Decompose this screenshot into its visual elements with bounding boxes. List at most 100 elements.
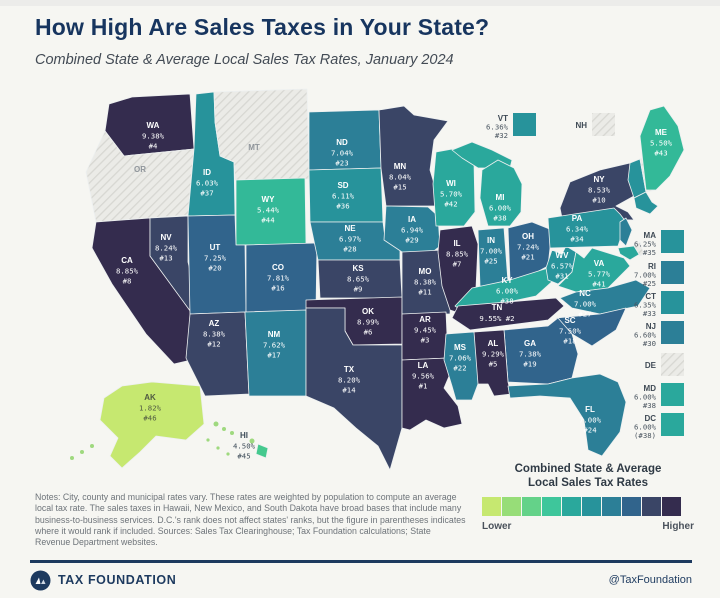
tax-foundation-logo-icon bbox=[30, 570, 51, 590]
swatch-ri bbox=[661, 261, 684, 284]
state-label: 9.29% bbox=[482, 350, 505, 359]
state-label: 8.04% bbox=[389, 173, 412, 182]
state-ma bbox=[633, 191, 659, 215]
state-label: 7.00% bbox=[574, 300, 597, 309]
state-label: #16 bbox=[271, 284, 284, 293]
state-label: AZ bbox=[209, 319, 220, 328]
state-label: 7.00% bbox=[634, 271, 657, 280]
state-label: #12 bbox=[207, 340, 220, 349]
state-label: #38 bbox=[643, 401, 656, 410]
top-bar bbox=[0, 0, 720, 6]
state-label: 6.00% bbox=[634, 393, 657, 402]
state-label: TX bbox=[344, 365, 355, 374]
state-label: 7.00% bbox=[480, 247, 503, 256]
state-label: MS bbox=[454, 343, 467, 352]
legend-swatch bbox=[542, 496, 562, 516]
state-label: 6.11% bbox=[332, 192, 355, 201]
state-label: WA bbox=[147, 121, 160, 130]
state-mi bbox=[479, 159, 523, 227]
state-label: TN bbox=[492, 303, 503, 312]
footer-divider bbox=[30, 560, 692, 563]
twitter-handle: @TaxFoundation bbox=[608, 574, 692, 586]
state-label: #41 bbox=[592, 280, 605, 289]
state-label: 6.00% bbox=[489, 204, 512, 213]
state-label: 8.24% bbox=[155, 244, 178, 253]
state-label: 1.82% bbox=[139, 404, 162, 413]
state-nc bbox=[559, 279, 651, 315]
state-label: 6.34% bbox=[566, 225, 589, 234]
state-label: #37 bbox=[200, 189, 213, 198]
state-label: 7.06% bbox=[449, 354, 472, 363]
state-label: 6.94% bbox=[401, 226, 424, 235]
state-az bbox=[185, 311, 250, 397]
state-label: #23 bbox=[335, 159, 348, 168]
state-label: #11 bbox=[418, 288, 431, 297]
state-label: #42 bbox=[444, 200, 457, 209]
state-label: NJ bbox=[646, 322, 656, 331]
state-label: UT bbox=[210, 243, 221, 252]
legend: Combined State & Average Local Sales Tax… bbox=[482, 462, 694, 532]
state-label: OH bbox=[522, 232, 534, 241]
island-dot bbox=[206, 438, 210, 442]
state-label: #15 bbox=[393, 183, 406, 192]
state-label: SC bbox=[564, 316, 575, 325]
state-label: 7.62% bbox=[263, 341, 286, 350]
state-label: 6.97% bbox=[339, 235, 362, 244]
state-ia bbox=[383, 205, 441, 255]
state-label: 9.45% bbox=[414, 326, 437, 335]
swatch-vt bbox=[513, 113, 536, 136]
state-ms bbox=[443, 331, 479, 401]
state-label: #44 bbox=[261, 216, 275, 225]
state-label: KY bbox=[501, 276, 513, 285]
legend-swatch bbox=[642, 496, 662, 516]
state-label: MT bbox=[248, 143, 260, 152]
swatch-de bbox=[661, 353, 684, 376]
island-dot bbox=[230, 431, 234, 435]
state-label: 6.25% bbox=[634, 240, 657, 249]
state-label: LA bbox=[418, 361, 429, 370]
state-label: #45 bbox=[237, 452, 250, 461]
state-label: #9 bbox=[354, 285, 363, 294]
state-label: 7.04% bbox=[331, 149, 354, 158]
state-label: AR bbox=[419, 315, 431, 324]
state-label: WI bbox=[446, 179, 456, 188]
state-label: 9.38% bbox=[142, 132, 165, 141]
state-label: #25 bbox=[643, 279, 656, 288]
state-ga bbox=[503, 317, 579, 385]
legend-swatch bbox=[602, 496, 622, 516]
legend-title-line1: Combined State & Average bbox=[514, 463, 662, 475]
state-label: #36 bbox=[336, 202, 349, 211]
swatch-nh bbox=[592, 113, 615, 136]
state-mt bbox=[213, 88, 310, 181]
state-label: 6.00% bbox=[496, 287, 519, 296]
state-label: 6.57% bbox=[551, 262, 574, 271]
legend-swatch bbox=[622, 496, 642, 516]
state-label: MN bbox=[394, 162, 407, 171]
state-label: 8.99% bbox=[357, 318, 380, 327]
state-label: #29 bbox=[405, 236, 418, 245]
island-dot bbox=[249, 438, 255, 444]
state-label: 9.55% #2 bbox=[479, 314, 514, 323]
legend-lower-label: Lower bbox=[482, 520, 512, 532]
state-label: 6.60% bbox=[634, 331, 657, 340]
state-label: 5.77% bbox=[588, 270, 611, 279]
state-tn bbox=[451, 297, 565, 331]
state-label: VA bbox=[594, 259, 605, 268]
state-label: MO bbox=[419, 267, 432, 276]
state-label: 8.65% bbox=[347, 275, 370, 284]
state-label: 6.03% bbox=[196, 179, 219, 188]
state-label: #18 bbox=[563, 337, 576, 346]
state-label: OK bbox=[362, 307, 374, 316]
state-label: NM bbox=[268, 330, 281, 339]
state-label: #4 bbox=[149, 142, 158, 151]
state-label: WV bbox=[556, 251, 570, 260]
legend-swatch bbox=[582, 496, 602, 516]
state-label: 6.36% bbox=[486, 123, 509, 132]
state-fl bbox=[507, 373, 627, 457]
footer: TAX FOUNDATION @TaxFoundation bbox=[30, 566, 692, 594]
state-label: IN bbox=[487, 236, 495, 245]
state-label: #33 bbox=[643, 309, 656, 318]
page-title: How High Are Sales Taxes in Your State? bbox=[35, 14, 490, 40]
state-label: WY bbox=[262, 195, 276, 204]
